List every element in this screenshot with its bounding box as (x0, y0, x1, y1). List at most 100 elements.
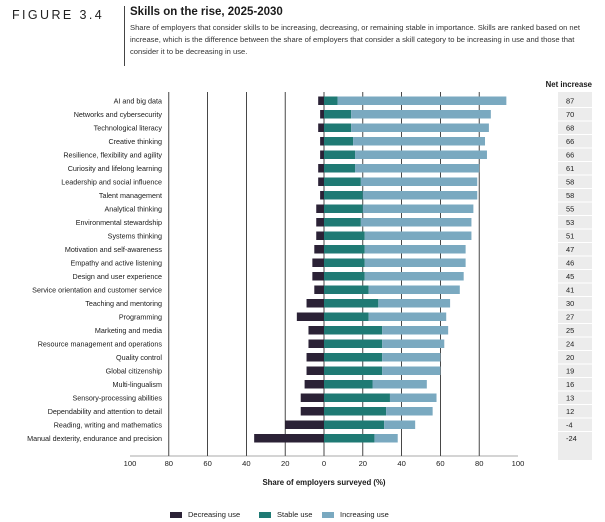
bar-stable (324, 393, 390, 402)
legend-label-increasing: Increasing use (340, 510, 389, 519)
category-label: Analytical thinking (104, 204, 162, 213)
net-increase-value: -4 (566, 420, 573, 429)
bar-increasing (389, 393, 437, 402)
bar-stable (324, 137, 354, 146)
net-increase-value: 68 (566, 123, 574, 132)
bar-decreasing (314, 245, 324, 254)
bar-stable (324, 407, 387, 416)
bar-stable (324, 231, 365, 240)
legend-label-decreasing: Decreasing use (188, 510, 241, 519)
bar-decreasing (318, 177, 324, 186)
net-increase-value: 47 (566, 245, 574, 254)
bar-decreasing (320, 110, 324, 119)
x-tick-label: 80 (165, 459, 173, 468)
bar-decreasing (314, 285, 324, 294)
bar-stable (324, 191, 363, 200)
x-tick-label: 80 (475, 459, 483, 468)
bar-increasing (382, 339, 445, 348)
bar-decreasing (285, 420, 324, 429)
bar-decreasing (306, 366, 324, 375)
bar-increasing (351, 123, 489, 132)
net-increase-value: 20 (566, 353, 574, 362)
category-label: Manual dexterity, endurance and precisio… (27, 434, 162, 443)
x-tick-label: 40 (242, 459, 250, 468)
net-increase-value: 87 (566, 96, 574, 105)
bar-decreasing (300, 407, 324, 416)
legend-item-increasing: Increasing use (322, 510, 389, 519)
bar-stable (324, 150, 356, 159)
net-increase-value: 19 (566, 366, 574, 375)
category-label: Resource management and operations (38, 339, 163, 348)
x-tick-label: 60 (203, 459, 211, 468)
bar-decreasing (254, 434, 324, 443)
bar-increasing (378, 299, 451, 308)
bar-increasing (362, 204, 474, 213)
legend-swatch-stable (259, 511, 271, 518)
category-label: Systems thinking (108, 231, 162, 240)
net-increase-value: 13 (566, 393, 574, 402)
category-label: Leadership and social influence (61, 177, 162, 186)
category-label: Reading, writing and mathematics (54, 420, 163, 429)
bar-decreasing (304, 380, 324, 389)
bar-decreasing (316, 231, 324, 240)
bar-decreasing (312, 272, 324, 281)
legend: Decreasing use Stable use Increasing use (0, 510, 605, 522)
bar-stable (324, 218, 361, 227)
net-increase-value: 58 (566, 177, 574, 186)
bar-stable (324, 434, 375, 443)
net-increase-value: 30 (566, 299, 574, 308)
bar-decreasing (320, 150, 324, 159)
bar-stable (324, 164, 356, 173)
x-tick-label: 40 (397, 459, 405, 468)
bar-increasing (360, 218, 472, 227)
net-increase-value: 66 (566, 150, 574, 159)
bar-increasing (384, 420, 416, 429)
bar-increasing (355, 164, 480, 173)
bar-stable (324, 299, 379, 308)
bar-decreasing (306, 299, 324, 308)
category-label: Multi-lingualism (112, 380, 162, 389)
category-label: Motivation and self-awareness (65, 245, 162, 254)
net-increase-column (558, 92, 592, 460)
net-increase-value: 16 (566, 380, 574, 389)
net-increase-value: 12 (566, 407, 574, 416)
category-label: Dependability and attention to detail (48, 407, 163, 416)
category-label: Curiosity and lifelong learning (68, 164, 162, 173)
x-tick-label: 0 (322, 459, 326, 468)
net-increase-value: 53 (566, 218, 574, 227)
net-increase-value: 45 (566, 272, 574, 281)
bar-decreasing (318, 123, 324, 132)
x-tick-label: 60 (436, 459, 444, 468)
bar-stable (324, 204, 363, 213)
category-label: Networks and cybersecurity (74, 110, 163, 119)
bar-stable (324, 272, 365, 281)
bar-increasing (364, 231, 472, 240)
bar-increasing (372, 380, 427, 389)
net-increase-value: 41 (566, 285, 574, 294)
net-increase-value: 55 (566, 204, 574, 213)
bar-decreasing (316, 218, 324, 227)
bar-increasing (374, 434, 398, 443)
bar-stable (324, 245, 365, 254)
bar-stable (324, 339, 383, 348)
bar-stable (324, 110, 352, 119)
category-label: Resilience, flexibility and agility (63, 150, 162, 159)
category-label: Marketing and media (95, 326, 162, 335)
header-divider (124, 6, 125, 66)
bar-stable (324, 366, 383, 375)
category-label: Creative thinking (108, 137, 162, 146)
legend-swatch-decreasing (170, 511, 182, 518)
bar-increasing (355, 150, 487, 159)
x-tick-label: 100 (124, 459, 137, 468)
category-label: Quality control (116, 353, 162, 362)
net-increase-value: 66 (566, 137, 574, 146)
net-increase-value: -24 (566, 434, 577, 443)
bar-increasing (364, 272, 464, 281)
bar-stable (324, 96, 338, 105)
net-increase-value: 46 (566, 258, 574, 267)
category-label: Empathy and active listening (71, 258, 163, 267)
legend-label-stable: Stable use (277, 510, 313, 519)
bar-decreasing (320, 137, 324, 146)
bar-increasing (362, 191, 478, 200)
bar-stable (324, 353, 383, 362)
